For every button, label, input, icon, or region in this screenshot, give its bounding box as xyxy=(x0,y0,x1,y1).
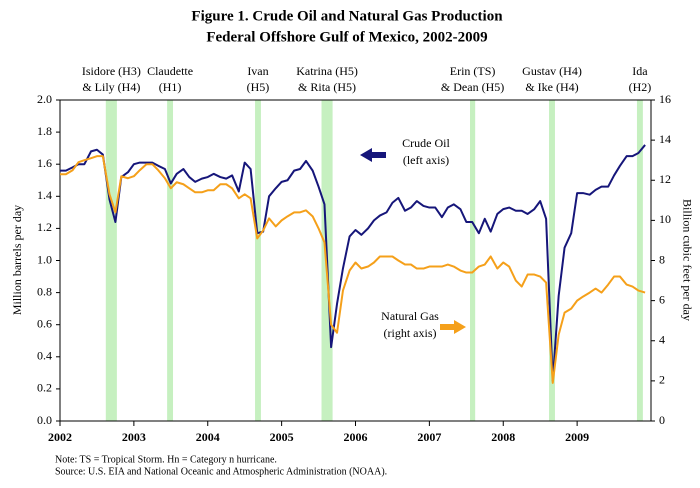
y-tick-label: 1.4 xyxy=(37,188,52,202)
y2-tick-label: 14 xyxy=(659,132,671,146)
hurricane-label: (H5) xyxy=(247,80,270,94)
x-tick-label: 2003 xyxy=(122,430,146,444)
y-tick-label: 1.0 xyxy=(37,252,52,266)
hurricane-label: Claudette xyxy=(147,64,193,78)
gas-arrow xyxy=(440,320,466,334)
x-tick-label: 2007 xyxy=(417,430,441,444)
y-axis-title: Million barrels per day xyxy=(10,205,24,315)
chart-title: Figure 1. Crude Oil and Natural Gas Prod… xyxy=(191,8,503,24)
hurricane-band xyxy=(470,100,476,421)
y-tick-label: 1.6 xyxy=(37,156,52,170)
y-tick-label: 0.0 xyxy=(37,413,52,427)
y2-tick-label: 10 xyxy=(659,212,671,226)
hurricane-label: Ida xyxy=(632,64,648,78)
hurricane-label: Ivan xyxy=(247,64,268,78)
series-note: (right axis) xyxy=(384,326,437,340)
series-note: (left axis) xyxy=(403,153,449,167)
y2-tick-label: 2 xyxy=(659,373,665,387)
x-tick-label: 2008 xyxy=(491,430,515,444)
oil-arrow xyxy=(360,148,386,162)
chart-subtitle: Federal Offshore Gulf of Mexico, 2002-20… xyxy=(206,29,487,45)
hurricane-label: & Ike (H4) xyxy=(525,80,578,94)
hurricane-label: & Lily (H4) xyxy=(82,80,140,94)
y2-tick-label: 12 xyxy=(659,172,671,186)
series-line xyxy=(60,144,646,382)
y2-axis-title: Billion cubic feet per day xyxy=(680,199,694,321)
y-tick-label: 0.4 xyxy=(37,349,52,363)
hurricane-band xyxy=(549,100,555,421)
y-tick-label: 2.0 xyxy=(37,92,52,106)
x-tick-label: 2002 xyxy=(48,430,72,444)
y2-tick-label: 6 xyxy=(659,292,665,306)
hurricane-label: Katrina (H5) xyxy=(296,64,358,78)
y2-tick-label: 16 xyxy=(659,92,671,106)
y2-tick-label: 8 xyxy=(659,252,665,266)
hurricane-band xyxy=(105,100,117,421)
y-tick-label: 1.8 xyxy=(37,124,52,138)
y-tick-label: 0.8 xyxy=(37,284,52,298)
x-tick-label: 2009 xyxy=(565,430,589,444)
x-tick-label: 2006 xyxy=(344,430,368,444)
y-tick-label: 0.6 xyxy=(37,316,52,330)
series-label: Crude Oil xyxy=(402,136,450,150)
hurricane-label: (H2) xyxy=(629,80,652,94)
y-tick-label: 1.2 xyxy=(37,220,52,234)
y2-tick-label: 0 xyxy=(659,413,665,427)
y-tick-label: 0.2 xyxy=(37,381,52,395)
hurricane-label: Isidore (H3) xyxy=(82,64,141,78)
note: Note: TS = Tropical Storm. Hn = Category… xyxy=(55,454,277,465)
hurricane-label: & Rita (H5) xyxy=(298,80,356,94)
hurricane-label: (H1) xyxy=(159,80,182,94)
hurricane-band xyxy=(255,100,261,421)
y2-tick-label: 4 xyxy=(659,333,665,347)
series-label: Natural Gas xyxy=(381,309,439,323)
series-line xyxy=(60,155,646,384)
hurricane-band xyxy=(167,100,174,421)
x-tick-label: 2005 xyxy=(270,430,294,444)
source: Source: U.S. EIA and National Oceanic an… xyxy=(55,466,387,477)
hurricane-band xyxy=(636,100,643,421)
hurricane-label: & Dean (H5) xyxy=(441,80,504,94)
hurricane-label: Erin (TS) xyxy=(450,64,496,78)
x-tick-label: 2004 xyxy=(196,430,220,444)
hurricane-label: Gustav (H4) xyxy=(522,64,582,78)
